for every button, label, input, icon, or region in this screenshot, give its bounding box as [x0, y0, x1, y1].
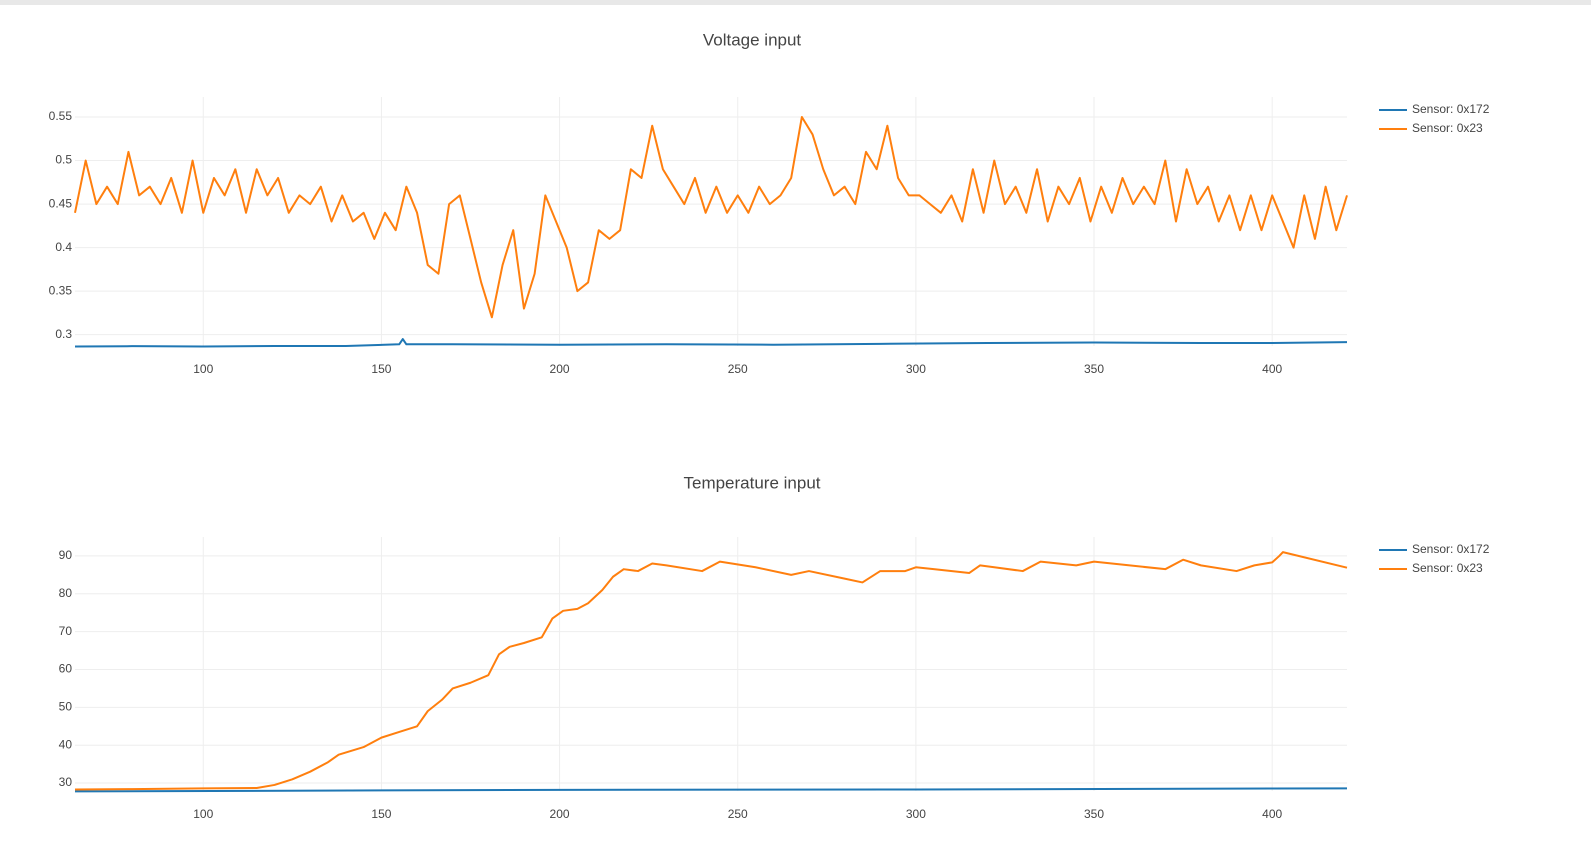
x-tick-label: 350 [1084, 807, 1104, 821]
legend-label: Sensor: 0x172 [1412, 542, 1490, 556]
series-line [74, 551, 1348, 791]
x-tick-label: 150 [371, 807, 391, 821]
x-tick-label: 200 [550, 807, 570, 821]
chart-title: Voltage input [703, 30, 802, 49]
x-tick-label: 400 [1262, 362, 1282, 376]
x-tick-label: 200 [550, 362, 570, 376]
y-tick-label: 50 [59, 700, 73, 714]
y-tick-label: 0.35 [49, 283, 73, 297]
y-tick-label: 0.55 [49, 109, 73, 123]
y-tick-label: 70 [59, 624, 73, 638]
x-tick-label: 300 [906, 362, 926, 376]
y-tick-label: 40 [59, 737, 73, 751]
x-tick-label: 100 [193, 362, 213, 376]
browser-bar [0, 0, 1591, 5]
y-tick-label: 60 [59, 662, 73, 676]
x-tick-label: 100 [193, 807, 213, 821]
legend-label: Sensor: 0x172 [1412, 102, 1490, 116]
y-tick-label: 90 [59, 548, 73, 562]
x-tick-label: 400 [1262, 807, 1282, 821]
series-line [74, 338, 1348, 348]
chart-title: Temperature input [683, 473, 820, 492]
y-tick-label: 0.5 [55, 153, 72, 167]
x-tick-label: 300 [906, 807, 926, 821]
legend-label: Sensor: 0x23 [1412, 561, 1483, 575]
y-tick-label: 0.45 [49, 196, 73, 210]
y-tick-label: 80 [59, 586, 73, 600]
series-line [74, 116, 1348, 319]
y-tick-label: 30 [59, 775, 73, 789]
series-line [74, 787, 1348, 793]
legend-label: Sensor: 0x23 [1412, 121, 1483, 135]
x-tick-label: 350 [1084, 362, 1104, 376]
y-tick-label: 0.3 [55, 327, 72, 341]
x-tick-label: 150 [371, 362, 391, 376]
y-tick-label: 0.4 [55, 240, 72, 254]
x-tick-label: 250 [728, 807, 748, 821]
x-tick-label: 250 [728, 362, 748, 376]
